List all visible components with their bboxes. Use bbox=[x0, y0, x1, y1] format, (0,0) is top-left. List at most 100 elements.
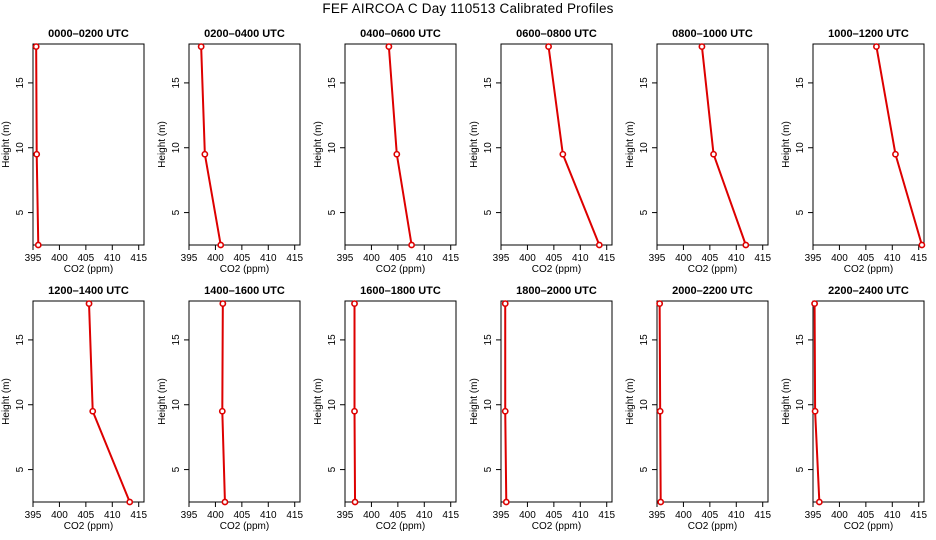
x-tick-label: 415 bbox=[910, 510, 927, 521]
x-tick-label: 395 bbox=[25, 510, 42, 521]
y-tick-label: 5 bbox=[171, 466, 182, 472]
data-point bbox=[811, 300, 818, 307]
y-axis-label: Height (m) bbox=[1, 378, 12, 425]
y-tick-label: 15 bbox=[483, 334, 494, 346]
profile-panel: 1200–1400 UTC 395 400 405 410 415 CO2 (ppm) 5 10… bbox=[1, 285, 147, 532]
panel-title: 0800–1000 UTC bbox=[672, 28, 753, 40]
profile-line bbox=[88, 303, 131, 503]
x-tick-label: 400 bbox=[363, 510, 380, 521]
x-tick-label: 395 bbox=[649, 510, 666, 521]
x-tick-label: 410 bbox=[884, 510, 901, 521]
y-axis-label: Height (m) bbox=[781, 378, 792, 425]
profile-line bbox=[200, 46, 222, 246]
data-point bbox=[892, 150, 899, 158]
plot-frame bbox=[812, 43, 925, 246]
y-tick-label: 10 bbox=[15, 399, 26, 411]
x-tick-label: 415 bbox=[754, 510, 771, 521]
y-tick-label: 15 bbox=[171, 334, 182, 346]
profile-line bbox=[504, 303, 508, 503]
y-tick-label: 10 bbox=[639, 142, 650, 154]
x-tick-label: 410 bbox=[728, 510, 745, 521]
plot-frame bbox=[32, 43, 145, 246]
x-tick-label: 405 bbox=[546, 510, 563, 521]
profile-line bbox=[813, 303, 821, 503]
page-title: FEF AIRCOA C Day 110513 Calibrated Profi… bbox=[322, 1, 614, 16]
data-point bbox=[217, 241, 225, 249]
y-tick-label: 5 bbox=[639, 209, 650, 215]
x-tick-label: 405 bbox=[858, 510, 875, 521]
x-axis-label: CO2 (ppm) bbox=[844, 264, 893, 275]
data-point bbox=[201, 150, 209, 158]
plot-frame bbox=[656, 300, 769, 503]
data-point bbox=[351, 300, 358, 307]
x-tick-label: 410 bbox=[572, 253, 589, 264]
x-tick-label: 405 bbox=[78, 253, 95, 264]
x-tick-label: 400 bbox=[51, 253, 68, 264]
y-axis-label: Height (m) bbox=[781, 121, 792, 168]
x-axis-label: CO2 (ppm) bbox=[688, 521, 737, 532]
profile-panel: 1600–1800 UTC 395 400 405 410 415 CO2 (ppm) 5 10… bbox=[313, 285, 459, 532]
profile-panel: 1000–1200 UTC 395 400 405 410 415 CO2 (ppm) 5 10… bbox=[781, 28, 927, 275]
y-tick-label: 5 bbox=[327, 209, 338, 215]
x-tick-label: 400 bbox=[831, 510, 848, 521]
data-point bbox=[351, 407, 358, 415]
x-tick-label: 410 bbox=[260, 253, 277, 264]
x-tick-label: 410 bbox=[104, 510, 121, 521]
x-tick-label: 410 bbox=[884, 253, 901, 264]
x-tick-label: 400 bbox=[831, 253, 848, 264]
data-point bbox=[501, 300, 509, 307]
x-tick-label: 400 bbox=[51, 510, 68, 521]
y-tick-label: 10 bbox=[795, 399, 806, 411]
y-tick-label: 5 bbox=[639, 466, 650, 472]
y-axis-label: Height (m) bbox=[157, 121, 168, 168]
data-point bbox=[385, 43, 393, 50]
x-axis-label: CO2 (ppm) bbox=[64, 521, 113, 532]
profile-panel: 0200–0400 UTC 395 400 405 410 415 CO2 (ppm) 5 10… bbox=[157, 28, 303, 275]
y-tick-label: 15 bbox=[483, 77, 494, 89]
x-tick-label: 405 bbox=[546, 253, 563, 264]
y-tick-label: 10 bbox=[171, 142, 182, 154]
x-tick-label: 415 bbox=[754, 253, 771, 264]
y-tick-label: 15 bbox=[327, 77, 338, 89]
y-tick-label: 15 bbox=[795, 77, 806, 89]
y-axis-label: Height (m) bbox=[157, 378, 168, 425]
plot-frame bbox=[812, 300, 925, 503]
y-axis-label: Height (m) bbox=[469, 121, 480, 168]
x-tick-label: 405 bbox=[78, 510, 95, 521]
x-axis-label: CO2 (ppm) bbox=[220, 264, 269, 275]
data-point bbox=[815, 498, 823, 506]
x-tick-label: 400 bbox=[363, 253, 380, 264]
plot-frame bbox=[188, 43, 301, 246]
data-point bbox=[197, 43, 205, 50]
plot-frame bbox=[500, 300, 613, 503]
x-tick-label: 415 bbox=[442, 253, 459, 264]
x-tick-label: 415 bbox=[598, 253, 615, 264]
y-axis-label: Height (m) bbox=[1, 121, 12, 168]
x-tick-label: 405 bbox=[702, 510, 719, 521]
panel-title: 0200–0400 UTC bbox=[204, 28, 285, 40]
profile-line bbox=[221, 303, 226, 503]
profile-panel: 0400–0600 UTC 395 400 405 410 415 CO2 (ppm) 5 10… bbox=[313, 28, 459, 275]
data-point bbox=[33, 150, 41, 158]
x-axis-label: CO2 (ppm) bbox=[64, 264, 113, 275]
y-tick-label: 10 bbox=[639, 399, 650, 411]
panel-title: 0000–0200 UTC bbox=[48, 28, 129, 40]
data-point bbox=[218, 407, 226, 415]
x-tick-label: 405 bbox=[234, 510, 251, 521]
data-point bbox=[559, 150, 567, 158]
x-tick-label: 400 bbox=[207, 253, 224, 264]
x-tick-label: 410 bbox=[416, 510, 433, 521]
x-tick-label: 415 bbox=[442, 510, 459, 521]
x-tick-label: 410 bbox=[572, 510, 589, 521]
y-tick-label: 10 bbox=[327, 399, 338, 411]
y-tick-label: 5 bbox=[15, 209, 26, 215]
panel-title: 1600–1800 UTC bbox=[360, 285, 441, 297]
panel-title: 1200–1400 UTC bbox=[48, 285, 129, 297]
x-tick-label: 410 bbox=[104, 253, 121, 264]
y-tick-label: 10 bbox=[795, 142, 806, 154]
y-tick-label: 10 bbox=[327, 142, 338, 154]
x-axis-label: CO2 (ppm) bbox=[376, 521, 425, 532]
x-axis-label: CO2 (ppm) bbox=[844, 521, 893, 532]
y-tick-label: 15 bbox=[15, 334, 26, 346]
data-point bbox=[710, 150, 717, 158]
